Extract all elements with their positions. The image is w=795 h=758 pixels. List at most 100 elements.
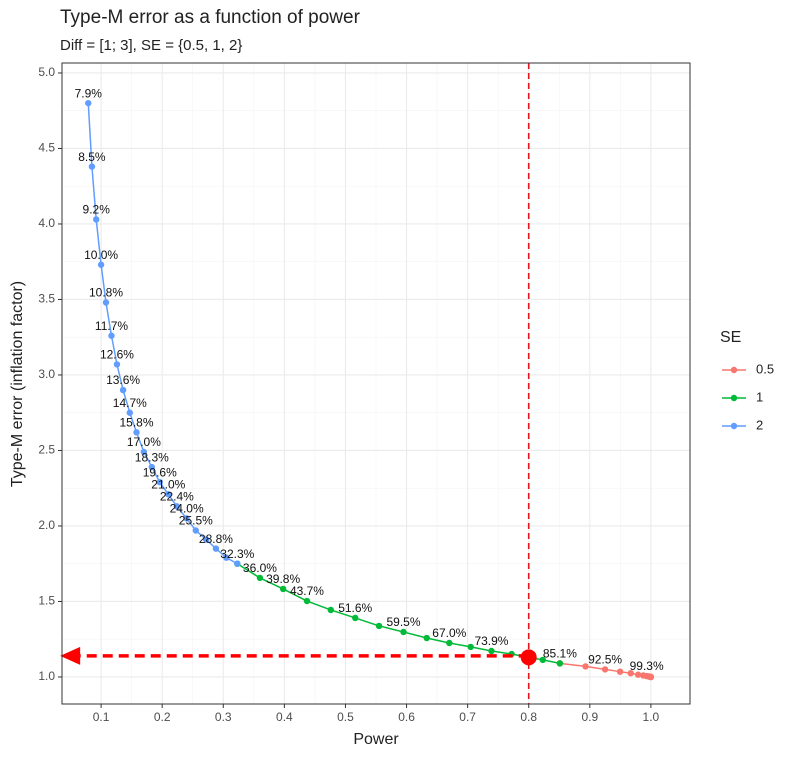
chart-title: Type-M error as a function of power xyxy=(60,7,361,28)
x-tick-label: 0.7 xyxy=(459,710,476,724)
data-label: 19.6% xyxy=(143,465,177,479)
legend-key-point xyxy=(730,422,738,430)
data-point xyxy=(85,99,92,107)
y-tick-label: 2.5 xyxy=(38,443,55,457)
data-point xyxy=(113,361,121,368)
data-point xyxy=(467,643,474,651)
data-label: 21.0% xyxy=(151,477,185,491)
data-label: 51.6% xyxy=(338,601,372,615)
data-label: 24.0% xyxy=(170,502,204,516)
data-point xyxy=(140,448,148,456)
data-point xyxy=(327,606,334,614)
x-tick-label: 0.6 xyxy=(398,710,415,724)
data-point xyxy=(192,527,199,534)
data-point xyxy=(539,656,546,664)
x-tick-label: 0.5 xyxy=(337,710,354,724)
data-point xyxy=(234,560,241,567)
y-axis-label: Type-M error (inflation factor) xyxy=(9,281,26,487)
legend-label: 2 xyxy=(756,417,763,432)
panel-border xyxy=(61,62,691,705)
data-label: 39.8% xyxy=(266,572,300,586)
arrow-head xyxy=(60,646,81,665)
data-label: 11.7% xyxy=(95,319,128,333)
data-point xyxy=(423,634,430,642)
legend-label: 0.5 xyxy=(756,361,774,376)
data-label: 12.6% xyxy=(100,348,134,362)
data-point xyxy=(133,429,140,436)
x-tick-label: 0.4 xyxy=(276,710,293,724)
data-point xyxy=(93,216,100,223)
data-point xyxy=(183,515,190,522)
data-label: 14.7% xyxy=(113,396,147,410)
y-tick-label: 3.0 xyxy=(38,367,55,381)
data-point xyxy=(303,597,311,605)
data-point xyxy=(165,491,172,498)
y-tick-label: 1.0 xyxy=(38,669,55,683)
highlight-point xyxy=(520,649,537,666)
data-label: 67.0% xyxy=(432,626,466,640)
data-point xyxy=(202,536,210,543)
data-point xyxy=(582,663,589,670)
data-point xyxy=(279,585,287,593)
data-label: 10.8% xyxy=(89,286,123,300)
data-point xyxy=(446,639,453,647)
data-label: 7.9% xyxy=(75,86,103,100)
data-label: 17.0% xyxy=(127,435,161,449)
y-tick-label: 4.5 xyxy=(38,141,55,155)
data-label: 99.3% xyxy=(630,659,664,673)
data-point xyxy=(601,666,609,673)
x-tick-label: 0.2 xyxy=(154,710,171,724)
x-tick-label: 0.8 xyxy=(520,710,537,724)
data-label: 28.8% xyxy=(199,532,233,546)
data-point xyxy=(223,554,230,561)
data-point xyxy=(97,261,105,268)
legend-label: 1 xyxy=(756,389,763,404)
y-tick-label: 1.5 xyxy=(38,594,55,608)
x-tick-label: 0.1 xyxy=(93,710,110,724)
data-point xyxy=(616,668,624,675)
data-point xyxy=(400,628,407,636)
data-label: 13.6% xyxy=(106,373,140,387)
data-point xyxy=(256,574,264,582)
data-label: 73.9% xyxy=(474,634,508,648)
legend-key-point xyxy=(730,394,738,402)
data-point xyxy=(375,622,383,630)
data-point xyxy=(647,673,655,681)
data-label: 10.0% xyxy=(84,248,118,262)
data-label: 25.5% xyxy=(179,514,213,528)
data-label: 85.1% xyxy=(543,647,577,661)
y-tick-label: 3.5 xyxy=(38,292,55,306)
data-label: 8.5% xyxy=(78,150,106,164)
data-point xyxy=(634,671,642,678)
data-label: 43.7% xyxy=(290,584,324,598)
data-label: 22.4% xyxy=(160,490,194,504)
data-label: 9.2% xyxy=(83,203,111,217)
data-point xyxy=(556,660,564,667)
data-label: 36.0% xyxy=(243,561,277,575)
data-point xyxy=(108,332,115,339)
data-label: 15.8% xyxy=(120,416,154,430)
data-point xyxy=(126,409,134,416)
data-point xyxy=(212,545,220,552)
data-point xyxy=(352,614,359,622)
chart-subtitle: Diff = [1; 3], SE = {0.5, 1, 2} xyxy=(60,37,242,54)
y-tick-label: 5.0 xyxy=(38,65,55,79)
y-tick-label: 2.0 xyxy=(38,518,55,532)
x-tick-label: 0.3 xyxy=(215,710,232,724)
data-point xyxy=(88,163,96,170)
x-tick-label: 1.0 xyxy=(643,710,660,724)
data-point xyxy=(119,386,127,394)
y-tick-label: 4.0 xyxy=(38,216,55,230)
data-label: 59.5% xyxy=(386,615,420,629)
legend-key-point xyxy=(730,366,738,374)
x-tick-label: 0.9 xyxy=(581,710,598,724)
data-point xyxy=(627,669,634,677)
data-label: 32.3% xyxy=(220,547,254,561)
data-point xyxy=(102,299,110,306)
legend-title: SE xyxy=(720,329,741,346)
data-point xyxy=(156,478,163,486)
data-point xyxy=(173,503,181,510)
data-point xyxy=(488,647,495,655)
data-label: 92.5% xyxy=(588,653,622,667)
